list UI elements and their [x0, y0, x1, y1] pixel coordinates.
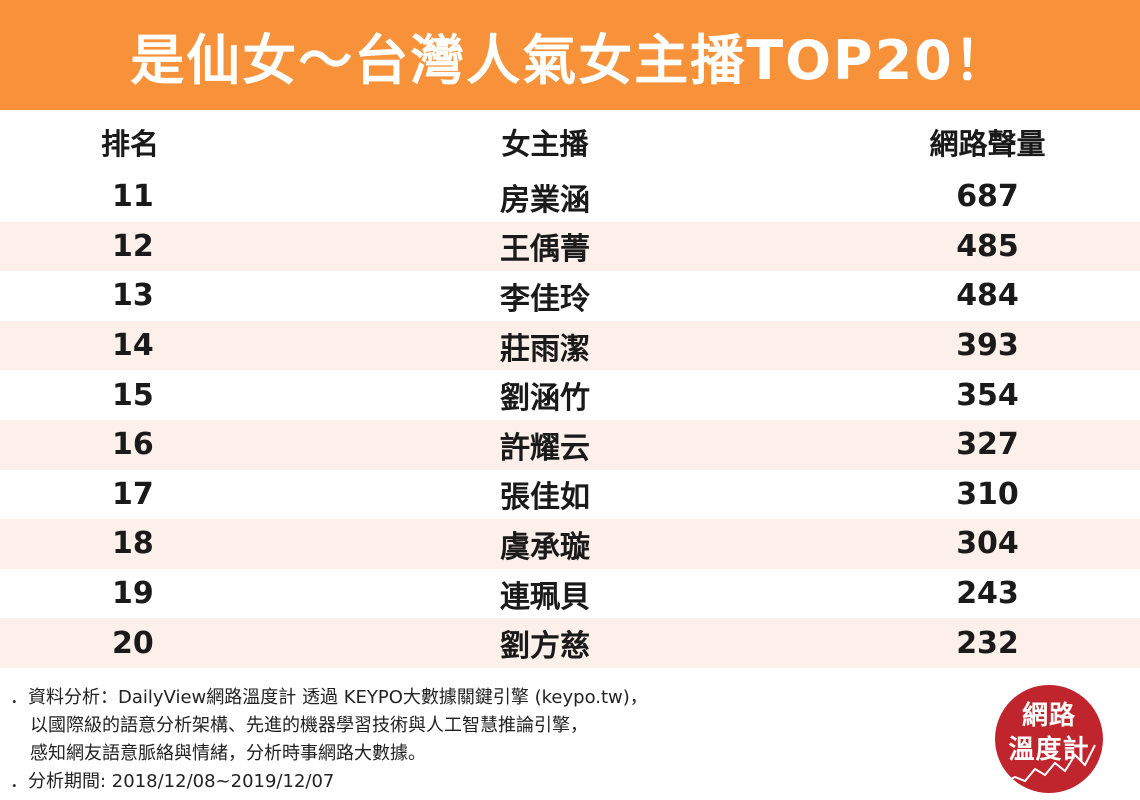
page-title: 是仙女～台灣人氣女主播TOP20！: [130, 28, 1010, 92]
logo-text-line2: 溫度計: [1008, 735, 1090, 765]
rank-cell: 16: [112, 427, 154, 463]
page-header: 是仙女～台灣人氣女主播TOP20！: [0, 0, 1140, 110]
table-row: 18 虞承璇 304: [0, 519, 1140, 569]
volume-cell: 393: [956, 328, 1019, 364]
volume-cell: 327: [956, 427, 1019, 463]
ranking-table: 排名 女主播 網路聲量 11 房業涵 687 12 王偊菁 485 13 李佳玲 484 14 莊雨…: [0, 112, 1140, 668]
rank-cell: 19: [112, 576, 154, 612]
volume-cell: 232: [956, 625, 1019, 661]
table-row: 15 劉涵竹 354: [0, 370, 1140, 420]
anchor-name-cell: 張佳如: [500, 480, 590, 516]
column-header-anchor: 女主播: [501, 127, 589, 161]
anchor-name-cell: 連珮貝: [500, 579, 590, 615]
anchor-name-cell: 劉涵竹: [500, 381, 590, 417]
column-header-volume: 網路聲量: [929, 127, 1046, 161]
table-row: 14 莊雨潔 393: [0, 320, 1140, 371]
table-row: 12 王偊菁 485: [0, 221, 1140, 272]
footer-analysis-line: 感知網友語意脈絡與情緒，分析時事網路大數據。: [30, 743, 426, 764]
rank-cell: 11: [112, 179, 154, 215]
footer-notes: ．資料分析：DailyView網路溫度計 透過 KEYPO大數據關鍵引擎 (ke…: [10, 684, 910, 796]
table-row: 20 劉方慈 232: [0, 618, 1140, 668]
rank-cell: 18: [112, 526, 154, 562]
table-row: 19 連珮貝 243: [0, 569, 1140, 619]
volume-cell: 687: [956, 179, 1019, 215]
rank-cell: 13: [112, 278, 154, 314]
anchor-name-cell: 李佳玲: [500, 281, 590, 317]
wave-line-icon: [1002, 744, 1096, 784]
anchor-name-cell: 莊雨潔: [500, 331, 590, 367]
volume-cell: 243: [956, 576, 1019, 612]
anchor-name-cell: 房業涵: [500, 182, 590, 218]
table-row: 17 張佳如 310: [0, 470, 1140, 520]
rank-cell: 12: [112, 228, 154, 264]
rank-cell: 20: [112, 625, 154, 661]
table-row: 11 房業涵 687: [0, 172, 1140, 222]
footer-period-line: ．分析期間: 2018/12/08~2019/12/07: [10, 771, 335, 792]
anchor-name-cell: 虞承璇: [500, 529, 590, 565]
anchor-name-cell: 王偊菁: [500, 232, 590, 268]
rank-cell: 17: [112, 476, 154, 512]
table-row: 16 許耀云 327: [0, 419, 1140, 470]
rank-cell: 14: [112, 328, 154, 364]
table-row: 13 李佳玲 484: [0, 271, 1140, 321]
anchor-name-cell: 劉方慈: [500, 629, 590, 665]
volume-cell: 310: [956, 476, 1019, 512]
volume-cell: 485: [956, 228, 1019, 264]
anchor-name-cell: 許耀云: [500, 430, 590, 466]
logo-text-line1: 網路: [1021, 701, 1076, 731]
volume-cell: 304: [956, 526, 1019, 562]
volume-cell: 484: [956, 278, 1019, 314]
volume-cell: 354: [956, 377, 1019, 413]
rank-cell: 15: [112, 377, 154, 413]
table-header-row: 排名 女主播 網路聲量: [0, 112, 1140, 172]
brand-logo: 網路 溫度計: [995, 685, 1103, 793]
footer-source-line: ．資料分析：DailyView網路溫度計 透過 KEYPO大數據關鍵引擎 (ke…: [10, 687, 648, 708]
column-header-rank: 排名: [100, 127, 159, 161]
footer-method-line: 以國際級的語意分析架構、先進的機器學習技術與人工智慧推論引擎，: [30, 715, 588, 736]
